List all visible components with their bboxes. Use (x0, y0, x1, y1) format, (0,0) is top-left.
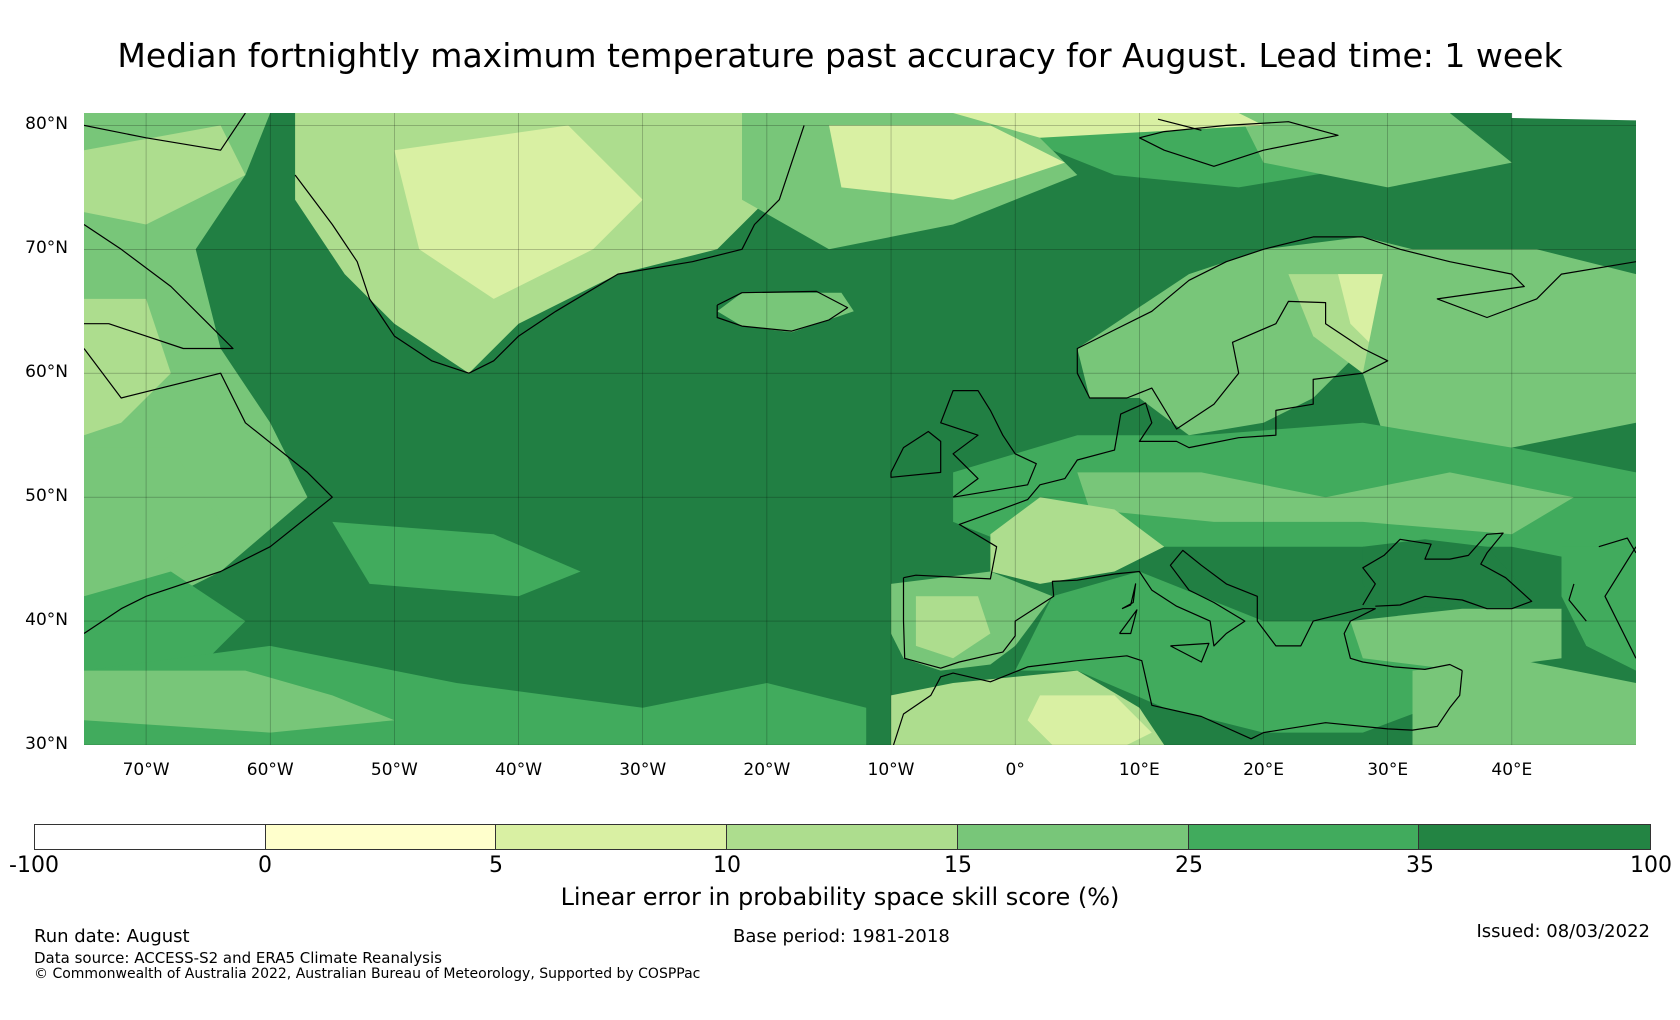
coastline (1568, 583, 1587, 622)
coastline (903, 236, 1636, 580)
colorbar-segment (957, 825, 1189, 849)
latitude-label: 40°N (25, 610, 68, 631)
latitude-label: 60°N (25, 362, 68, 383)
longitude-label: 20°E (1243, 760, 1284, 780)
region-caspian-region (1561, 546, 1636, 671)
longitude-label: 10°W (867, 760, 915, 780)
longitude-label: 40°W (495, 760, 543, 780)
map-title: Median fortnightly maximum temperature p… (117, 36, 1563, 75)
coastline (294, 125, 805, 374)
skill-score-map (84, 113, 1636, 745)
coastline (1119, 609, 1138, 635)
region-fram-light (829, 125, 1065, 200)
coastline (1139, 121, 1339, 167)
base-period: Base period: 1981-2018 (733, 926, 950, 947)
colorbar (34, 824, 1651, 850)
region-canada-inner (84, 298, 171, 436)
colorbar-segment (1188, 825, 1420, 849)
copyright-notice: © Commonwealth of Australia 2022, Austra… (34, 966, 701, 982)
region-black-sea (1362, 539, 1531, 609)
region-subtropic-west-light (84, 670, 395, 733)
colorbar-segment (265, 825, 497, 849)
region-arctic-east (1238, 113, 1512, 188)
colorbar-tick-label: 0 (258, 853, 272, 878)
coastline (940, 390, 1037, 498)
region-sahara-pale (1027, 695, 1152, 745)
coastline (1121, 583, 1137, 610)
colorbar-label: Linear error in probability space skill … (560, 883, 1120, 911)
coastline (84, 224, 234, 350)
region-anatolia (1350, 608, 1562, 671)
data-source: Data source: ACCESS-S2 and ERA5 Climate … (34, 949, 442, 967)
longitude-label: 30°E (1367, 760, 1409, 780)
region-iberia-light (915, 596, 991, 659)
coastline (1170, 642, 1210, 663)
longitude-label: 60°W (246, 760, 294, 780)
coastline (1157, 118, 1202, 131)
graticule (84, 113, 1636, 745)
region-us-east-coast (84, 571, 246, 696)
region-mediterranean (1015, 571, 1463, 733)
coastline (84, 348, 333, 634)
colorbar-segment (727, 825, 958, 849)
colorbar-tick-label: 15 (944, 853, 972, 878)
region-greenland-core (394, 125, 643, 299)
region-europe-central-light (1077, 472, 1574, 535)
issued-date: Issued: 08/03/2022 (1476, 921, 1650, 942)
latitude-label: 30°N (25, 734, 68, 754)
longitude-label: 10°E (1118, 760, 1160, 780)
coastline (902, 549, 1463, 672)
region-baffin-light (84, 125, 246, 225)
region-arctic-pale-band (953, 113, 1264, 138)
colorbar-tick-label: 35 (1406, 853, 1434, 878)
coastline (1598, 537, 1636, 554)
coastline (1362, 532, 1533, 610)
region-arctic-white (1511, 113, 1636, 121)
colorbar-segment (1419, 825, 1651, 849)
coastline (890, 430, 942, 478)
longitude-label: 20°W (743, 760, 791, 780)
longitude-label: 70°W (122, 760, 170, 780)
latitude-label: 70°N (25, 238, 68, 259)
skill-regions (84, 113, 1636, 745)
coastline (1604, 546, 1636, 659)
latitude-label: 50°N (25, 486, 68, 507)
colorbar-tick-label: 25 (1175, 853, 1203, 878)
map-panel (84, 113, 1636, 745)
colorbar-tick-label: 100 (1630, 853, 1672, 878)
coastlines (84, 113, 1636, 745)
longitude-label: 50°W (370, 760, 418, 780)
longitude-label: 0° (1005, 760, 1025, 780)
longitude-label: 30°W (619, 760, 667, 780)
colorbar-tick-label: -100 (9, 853, 59, 878)
region-france-light (990, 497, 1165, 584)
region-mid-atlantic-light (332, 521, 581, 597)
colorbar-segment (496, 825, 728, 849)
region-hudson-interior (84, 447, 221, 572)
latitude-label: 80°N (25, 114, 68, 135)
coastline (892, 655, 1463, 745)
colorbar-tick-label: 10 (713, 853, 741, 878)
longitude-label: 40°E (1491, 760, 1533, 780)
run-date: Run date: August (34, 926, 190, 947)
colorbar-tick-label: 5 (489, 853, 503, 878)
region-near-east-light (1412, 658, 1636, 745)
region-russia-north (1362, 249, 1636, 448)
coastline (84, 113, 246, 151)
colorbar-segment (35, 825, 266, 849)
coastline (716, 290, 849, 332)
